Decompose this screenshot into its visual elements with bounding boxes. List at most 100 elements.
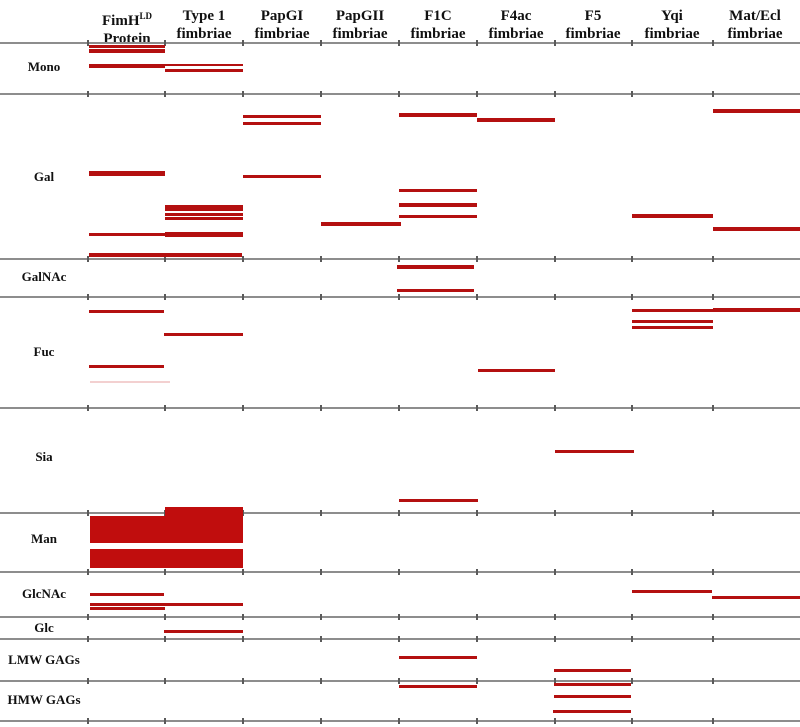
column-tick	[712, 569, 714, 575]
column-tick	[320, 678, 322, 684]
binding-bar-gal-f4ac	[477, 118, 555, 122]
binding-bar-fuc-fimh	[89, 365, 164, 368]
column-tick	[712, 91, 714, 97]
binding-bar-gal-matecl	[713, 109, 800, 113]
binding-bar-fuc-matecl	[713, 308, 800, 312]
column-tick	[87, 40, 89, 46]
binding-bar-mono-fimh	[89, 64, 165, 68]
binding-bar-fuc-f4ac	[478, 369, 555, 372]
column-header-line2: fimbriae	[565, 26, 621, 42]
column-tick	[320, 91, 322, 97]
column-header-f5: F5 fimbriae	[566, 7, 621, 43]
column-tick	[554, 405, 556, 411]
binding-bar-glc-type1	[164, 630, 243, 633]
column-tick	[87, 510, 89, 516]
column-tick	[398, 405, 400, 411]
column-tick	[631, 510, 633, 516]
column-tick	[554, 678, 556, 684]
column-tick	[242, 405, 244, 411]
column-tick	[164, 40, 166, 46]
binding-bar-sia-f5	[555, 450, 634, 453]
column-tick	[164, 294, 166, 300]
binding-bar-fuc-fimh	[90, 381, 170, 383]
binding-bar-gal-f1c	[399, 215, 477, 218]
binding-bar-gal-type1	[165, 217, 243, 220]
column-header-line1: Mat/Ecl	[729, 8, 781, 24]
column-tick	[320, 40, 322, 46]
column-header-type1: Type 1 fimbriae	[177, 7, 232, 43]
column-tick	[476, 569, 478, 575]
column-tick	[712, 256, 714, 262]
binding-bar-gal-fimh	[89, 233, 165, 236]
column-header-line2: fimbriae	[644, 26, 700, 42]
column-tick	[320, 510, 322, 516]
column-tick	[398, 678, 400, 684]
column-tick	[398, 256, 400, 262]
column-header-yqi: Yqi fimbriae	[645, 7, 700, 43]
binding-bar-gal-matecl	[713, 227, 800, 231]
column-tick	[164, 405, 166, 411]
binding-bar-gal-fimh	[89, 171, 165, 176]
column-tick	[242, 569, 244, 575]
column-tick	[398, 569, 400, 575]
binding-bar-lmw-gags-f1c	[399, 656, 477, 659]
column-tick	[87, 294, 89, 300]
binding-bar-fuc-yqi	[632, 320, 713, 323]
binding-bar-hmw-gags-f5	[553, 710, 631, 713]
column-header-papgi: PapGI fimbriae	[255, 7, 310, 43]
column-tick	[87, 718, 89, 724]
row-divider	[0, 720, 800, 722]
column-header-line1: F4ac	[500, 8, 532, 24]
column-tick	[712, 614, 714, 620]
column-tick	[398, 636, 400, 642]
binding-bar-lmw-gags-f5	[554, 669, 631, 672]
binding-bar-glcnac-yqi	[632, 590, 712, 593]
binding-bar-man-fimh-type1	[90, 549, 243, 568]
row-label-glcnac: GlcNAc	[21, 586, 67, 601]
binding-bar-glcnac-fimh	[90, 593, 164, 596]
column-header-line1: FimH	[101, 13, 140, 29]
column-tick	[320, 636, 322, 642]
column-tick	[476, 678, 478, 684]
column-tick	[631, 256, 633, 262]
column-header-matecl: Mat/Ecl fimbriae	[728, 7, 783, 43]
column-tick	[631, 91, 633, 97]
column-tick	[398, 614, 400, 620]
column-tick	[87, 678, 89, 684]
column-tick	[554, 256, 556, 262]
column-tick	[87, 614, 89, 620]
binding-bar-galnac-f1c	[397, 265, 474, 269]
binding-bar-gal-fimh-type1	[89, 253, 242, 257]
binding-bar-gal-type1	[165, 205, 243, 211]
binding-bar-gal-f1c	[399, 203, 477, 207]
column-tick	[554, 614, 556, 620]
column-tick	[164, 256, 166, 262]
column-tick	[554, 294, 556, 300]
row-label-glc: Glc	[34, 620, 54, 635]
column-tick	[476, 91, 478, 97]
column-tick	[164, 614, 166, 620]
binding-bar-gal-papgi	[243, 175, 321, 178]
column-tick	[242, 614, 244, 620]
binding-bar-gal-type1	[165, 213, 243, 216]
row-divider	[0, 616, 800, 618]
column-tick	[164, 718, 166, 724]
binding-bar-gal-papgii	[321, 222, 401, 226]
column-tick	[320, 614, 322, 620]
column-tick	[631, 678, 633, 684]
row-label-man: Man	[31, 531, 57, 546]
column-header-line1: Yqi	[661, 8, 683, 24]
column-tick	[476, 636, 478, 642]
binding-bar-mono-fimh	[89, 45, 165, 48]
binding-bar-gal-f1c	[399, 189, 477, 192]
row-label-gal: Gal	[33, 169, 55, 184]
column-tick	[398, 91, 400, 97]
row-label-sia: Sia	[35, 449, 53, 464]
column-tick	[320, 718, 322, 724]
row-divider	[0, 42, 800, 44]
column-tick	[554, 718, 556, 724]
column-tick	[476, 256, 478, 262]
column-tick	[631, 405, 633, 411]
column-header-line1: F1C	[424, 8, 452, 24]
